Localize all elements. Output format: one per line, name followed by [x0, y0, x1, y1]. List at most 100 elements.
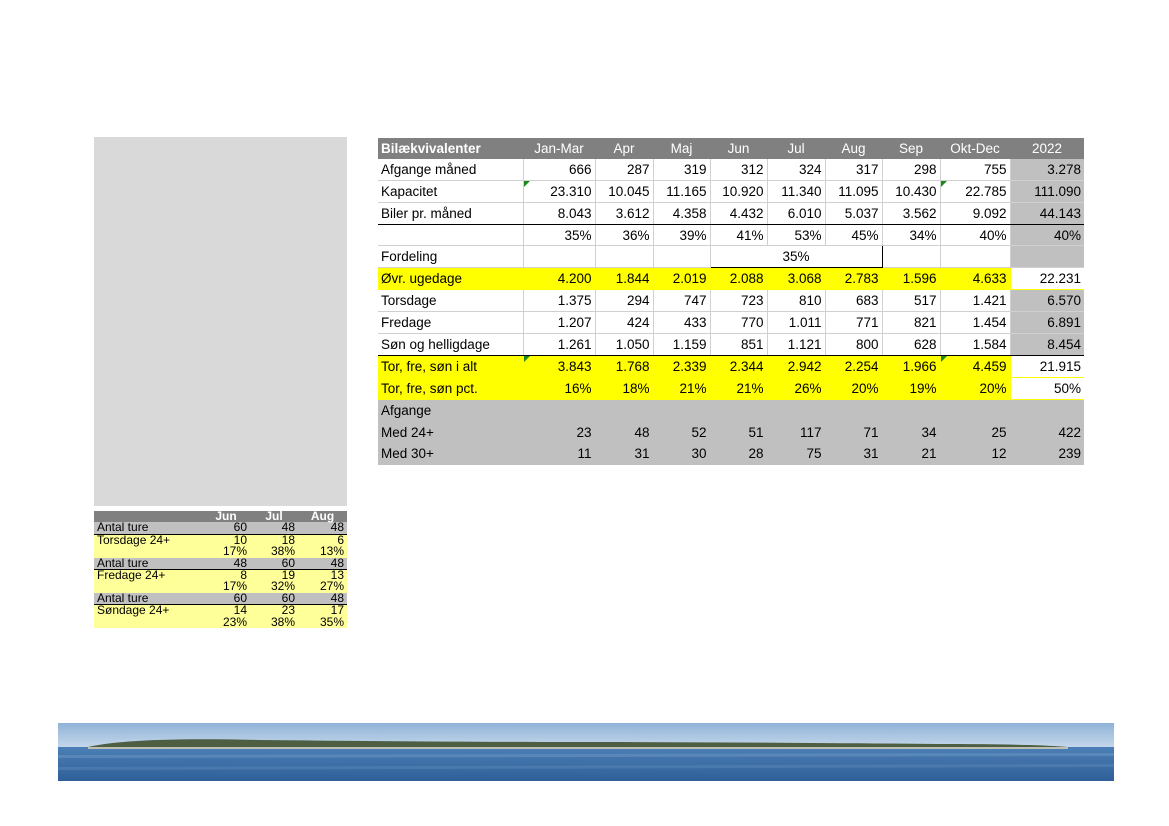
small-row-label: Antal ture [94, 557, 202, 571]
small-cell: 38% [250, 545, 298, 558]
cell: 1.596 [882, 267, 941, 291]
cell: 821 [882, 311, 941, 335]
table-row: Kapacitet 23.310 10.045 11.165 10.920 11… [378, 180, 1084, 203]
small-cell: 17% [202, 545, 250, 558]
cell: 18% [595, 377, 654, 400]
cell [710, 399, 768, 422]
cell: 40% [940, 224, 1011, 247]
cell: 324 [767, 158, 826, 181]
header-col: Apr [595, 138, 653, 159]
year-cell: 44.143 [1010, 202, 1084, 225]
cell: 5.037 [825, 202, 883, 225]
small-row: Antal ture 48 60 48 [94, 557, 347, 571]
cell: 39% [653, 224, 711, 247]
header-col: Sep [882, 138, 940, 159]
table-row: Torsdage 1.375 294 747 723 810 683 517 1… [378, 289, 1084, 313]
cell: 9.092 [940, 202, 1011, 225]
cell: 3.562 [882, 202, 941, 225]
cell: 2.339 [653, 355, 711, 378]
cell: 52 [653, 421, 711, 444]
cell: 433 [653, 311, 711, 335]
cell: 1.966 [882, 355, 941, 378]
cell: 1.011 [767, 311, 826, 335]
header-title: Bilækvivalenter [378, 138, 523, 159]
cell: 6.010 [767, 202, 826, 225]
cell: 755 [940, 158, 1011, 181]
cell: 23 [523, 421, 596, 444]
table-row: Fordeling 35% [378, 245, 1084, 269]
cell: 35% [523, 224, 596, 247]
small-cell: 13% [298, 545, 347, 558]
cell: 810 [767, 289, 826, 313]
small-header-col: Aug [298, 510, 347, 523]
cell: 4.200 [523, 267, 596, 291]
cell [825, 399, 883, 422]
row-label: Afgange måned [378, 158, 524, 181]
cell: 26% [767, 377, 826, 400]
year-cell: 6.891 [1010, 311, 1084, 335]
small-row: 23% 38% 35% [94, 615, 347, 629]
cell: 10.045 [595, 180, 654, 203]
table-row: Med 30+ 11 31 30 28 75 31 21 12 239 [378, 442, 1084, 466]
cell [882, 245, 941, 269]
cell [595, 399, 654, 422]
cell: 11 [523, 442, 596, 466]
row-label: Biler pr. måned [378, 202, 524, 225]
side-panel-placeholder [94, 137, 347, 506]
small-row: 17% 32% 27% [94, 580, 347, 593]
small-row: 17% 38% 13% [94, 545, 347, 558]
cell: 31 [825, 442, 883, 466]
small-row-label: Torsdage 24+ [94, 534, 202, 547]
small-cell: 48 [202, 557, 250, 571]
cell: 19% [882, 377, 941, 400]
year-cell: 422 [1010, 421, 1084, 444]
cell [940, 245, 1011, 269]
cell: 317 [825, 158, 883, 181]
cell: 10.430 [882, 180, 941, 203]
table-row: Afgange måned 666 287 319 312 324 317 29… [378, 158, 1084, 181]
island-sea-banner [58, 723, 1114, 781]
small-cell: 6 [298, 534, 347, 547]
header-col: Aug [825, 138, 882, 159]
small-row: Torsdage 24+ 10 18 6 [94, 534, 347, 547]
cell: 21% [653, 377, 711, 400]
cell: 28 [710, 442, 768, 466]
row-label: Tor, fre, søn pct. [378, 377, 524, 400]
cell: 20% [825, 377, 883, 400]
banner-image [58, 723, 1114, 781]
cell: 34 [882, 421, 941, 444]
small-cell: 23% [202, 615, 250, 629]
cell: 20% [940, 377, 1011, 400]
cell: 2.019 [653, 267, 711, 291]
small-cell: 60 [250, 592, 298, 606]
cell: 1.207 [523, 311, 596, 335]
small-cell: 38% [250, 615, 298, 629]
cell [523, 399, 596, 422]
row-label: Med 24+ [378, 421, 524, 444]
table-row: Søn og helligdage 1.261 1.050 1.159 851 … [378, 333, 1084, 356]
cell: 683 [825, 289, 883, 313]
cell: 2.942 [767, 355, 826, 378]
small-cell: 60 [250, 557, 298, 571]
cell: 800 [825, 333, 883, 356]
small-row: Antal ture 60 60 48 [94, 592, 347, 606]
cell: 11.340 [767, 180, 826, 203]
cell: 36% [595, 224, 654, 247]
cell: 30 [653, 442, 711, 466]
small-cell: 60 [202, 592, 250, 606]
small-cell: 48 [298, 592, 347, 606]
cell: 1.584 [940, 333, 1011, 356]
cell: 628 [882, 333, 941, 356]
small-header-col: Jul [250, 510, 298, 523]
year-cell: 8.454 [1010, 333, 1084, 356]
cell: 517 [882, 289, 941, 313]
small-row-label [94, 546, 202, 558]
cell: 312 [710, 158, 768, 181]
header-col: Jan-Mar [523, 138, 595, 159]
cell: 117 [767, 421, 826, 444]
header-col: Jun [710, 138, 767, 159]
year-cell: 6.570 [1010, 289, 1084, 313]
cell: 2.783 [825, 267, 883, 291]
small-cell: 19 [250, 569, 298, 582]
header-col: Maj [653, 138, 710, 159]
